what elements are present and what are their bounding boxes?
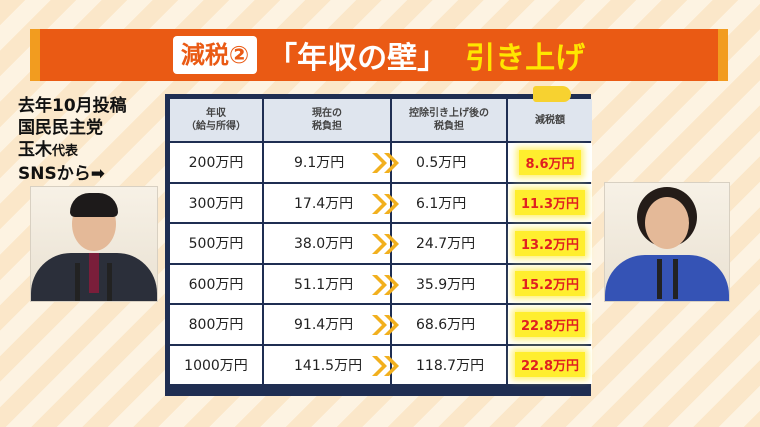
title-banner: 減税② 「年収の壁」 引き上げ <box>30 29 728 81</box>
caption-line-1: 去年10月投稿 <box>18 96 127 116</box>
caption-line-2: 国民民主党 <box>18 118 103 138</box>
row-4-income: 600万円 <box>170 264 262 303</box>
tax-table-panel: 年収 （給与所得） 現在の 税負担 控除引き上げ後の 税負担 減税額 200万円… <box>165 94 592 396</box>
row-5-reduction-value: 22.8万円 <box>514 311 586 337</box>
row-1-income: 200万円 <box>170 143 262 182</box>
female-face <box>645 197 689 249</box>
row-6-current-value: 141.5万円 <box>294 357 363 374</box>
double-chevron-right-icon <box>372 153 399 173</box>
double-chevron-right-icon <box>372 355 399 376</box>
row-6-after: 118.7万円 <box>392 345 506 384</box>
photo-male-speaker <box>30 186 158 302</box>
microphone-icon <box>657 259 662 299</box>
male-tie <box>89 253 99 293</box>
double-chevron-right-icon <box>372 193 399 214</box>
source-caption: 去年10月投稿 国民民主党 玉木代表 SNSから➡ <box>18 95 168 185</box>
row-2-reduction-value: 11.3万円 <box>514 190 586 216</box>
decorative-sticker <box>533 86 571 102</box>
header-income: 年収 （給与所得） <box>170 99 262 141</box>
row-4-reduction-value: 15.2万円 <box>514 271 586 297</box>
microphone-icon <box>673 259 678 299</box>
row-6-current: 141.5万円 <box>264 345 399 384</box>
title-tag: 減税② <box>172 36 258 74</box>
female-jacket <box>605 255 729 301</box>
row-5-income: 800万円 <box>170 305 262 344</box>
row-3-current: 38.0万円 <box>264 224 399 263</box>
row-3-reduction-value: 13.2万円 <box>514 230 586 256</box>
tax-table: 年収 （給与所得） 現在の 税負担 控除引き上げ後の 税負担 減税額 200万円… <box>170 99 592 384</box>
row-5-reduction: 22.8万円 <box>508 305 592 344</box>
row-3-current-value: 38.0万円 <box>294 236 354 253</box>
title-accent: 引き上げ <box>465 41 586 76</box>
title-main: 「年収の壁」 <box>267 41 448 76</box>
caption-role: 代表 <box>52 144 79 159</box>
microphone-icon <box>75 263 80 301</box>
double-chevron-right-icon <box>372 274 399 295</box>
row-3-reduction: 13.2万円 <box>508 224 592 263</box>
row-1-reduction: 8.6万円 <box>508 143 592 182</box>
row-1-reduction-value: 8.6万円 <box>519 149 581 175</box>
row-2-current: 17.4万円 <box>264 183 399 222</box>
row-2-after: 6.1万円 <box>392 183 506 222</box>
row-3-after: 24.7万円 <box>392 224 506 263</box>
header-current: 現在の 税負担 <box>264 99 390 141</box>
row-2-income: 300万円 <box>170 183 262 222</box>
double-chevron-right-icon <box>372 234 399 254</box>
row-5-current-value: 91.4万円 <box>294 317 354 334</box>
row-6-reduction: 22.8万円 <box>508 345 592 384</box>
header-reduction: 減税額 <box>508 99 592 141</box>
caption-name: 玉木 <box>18 140 52 160</box>
caption-line-3: 玉木代表 <box>18 139 168 163</box>
row-1-after: 0.5万円 <box>392 143 506 182</box>
microphone-icon <box>107 263 112 301</box>
row-1-current-value: 9.1万円 <box>294 155 345 172</box>
double-chevron-right-icon <box>372 315 399 335</box>
caption-line-4: SNSから➡ <box>18 164 105 184</box>
row-3-income: 500万円 <box>170 224 262 263</box>
row-5-current: 91.4万円 <box>264 305 399 344</box>
row-4-current-value: 51.1万円 <box>294 276 354 293</box>
row-2-reduction: 11.3万円 <box>508 183 592 222</box>
row-6-income: 1000万円 <box>170 345 262 384</box>
row-4-after: 35.9万円 <box>392 264 506 303</box>
header-after: 控除引き上げ後の 税負担 <box>392 99 506 141</box>
row-4-current: 51.1万円 <box>264 264 399 303</box>
row-1-current: 9.1万円 <box>264 143 399 182</box>
row-4-reduction: 15.2万円 <box>508 264 592 303</box>
row-6-reduction-value: 22.8万円 <box>514 352 586 378</box>
row-2-current-value: 17.4万円 <box>294 195 354 212</box>
male-hair <box>70 193 118 217</box>
row-5-after: 68.6万円 <box>392 305 506 344</box>
photo-female-speaker <box>604 182 730 302</box>
